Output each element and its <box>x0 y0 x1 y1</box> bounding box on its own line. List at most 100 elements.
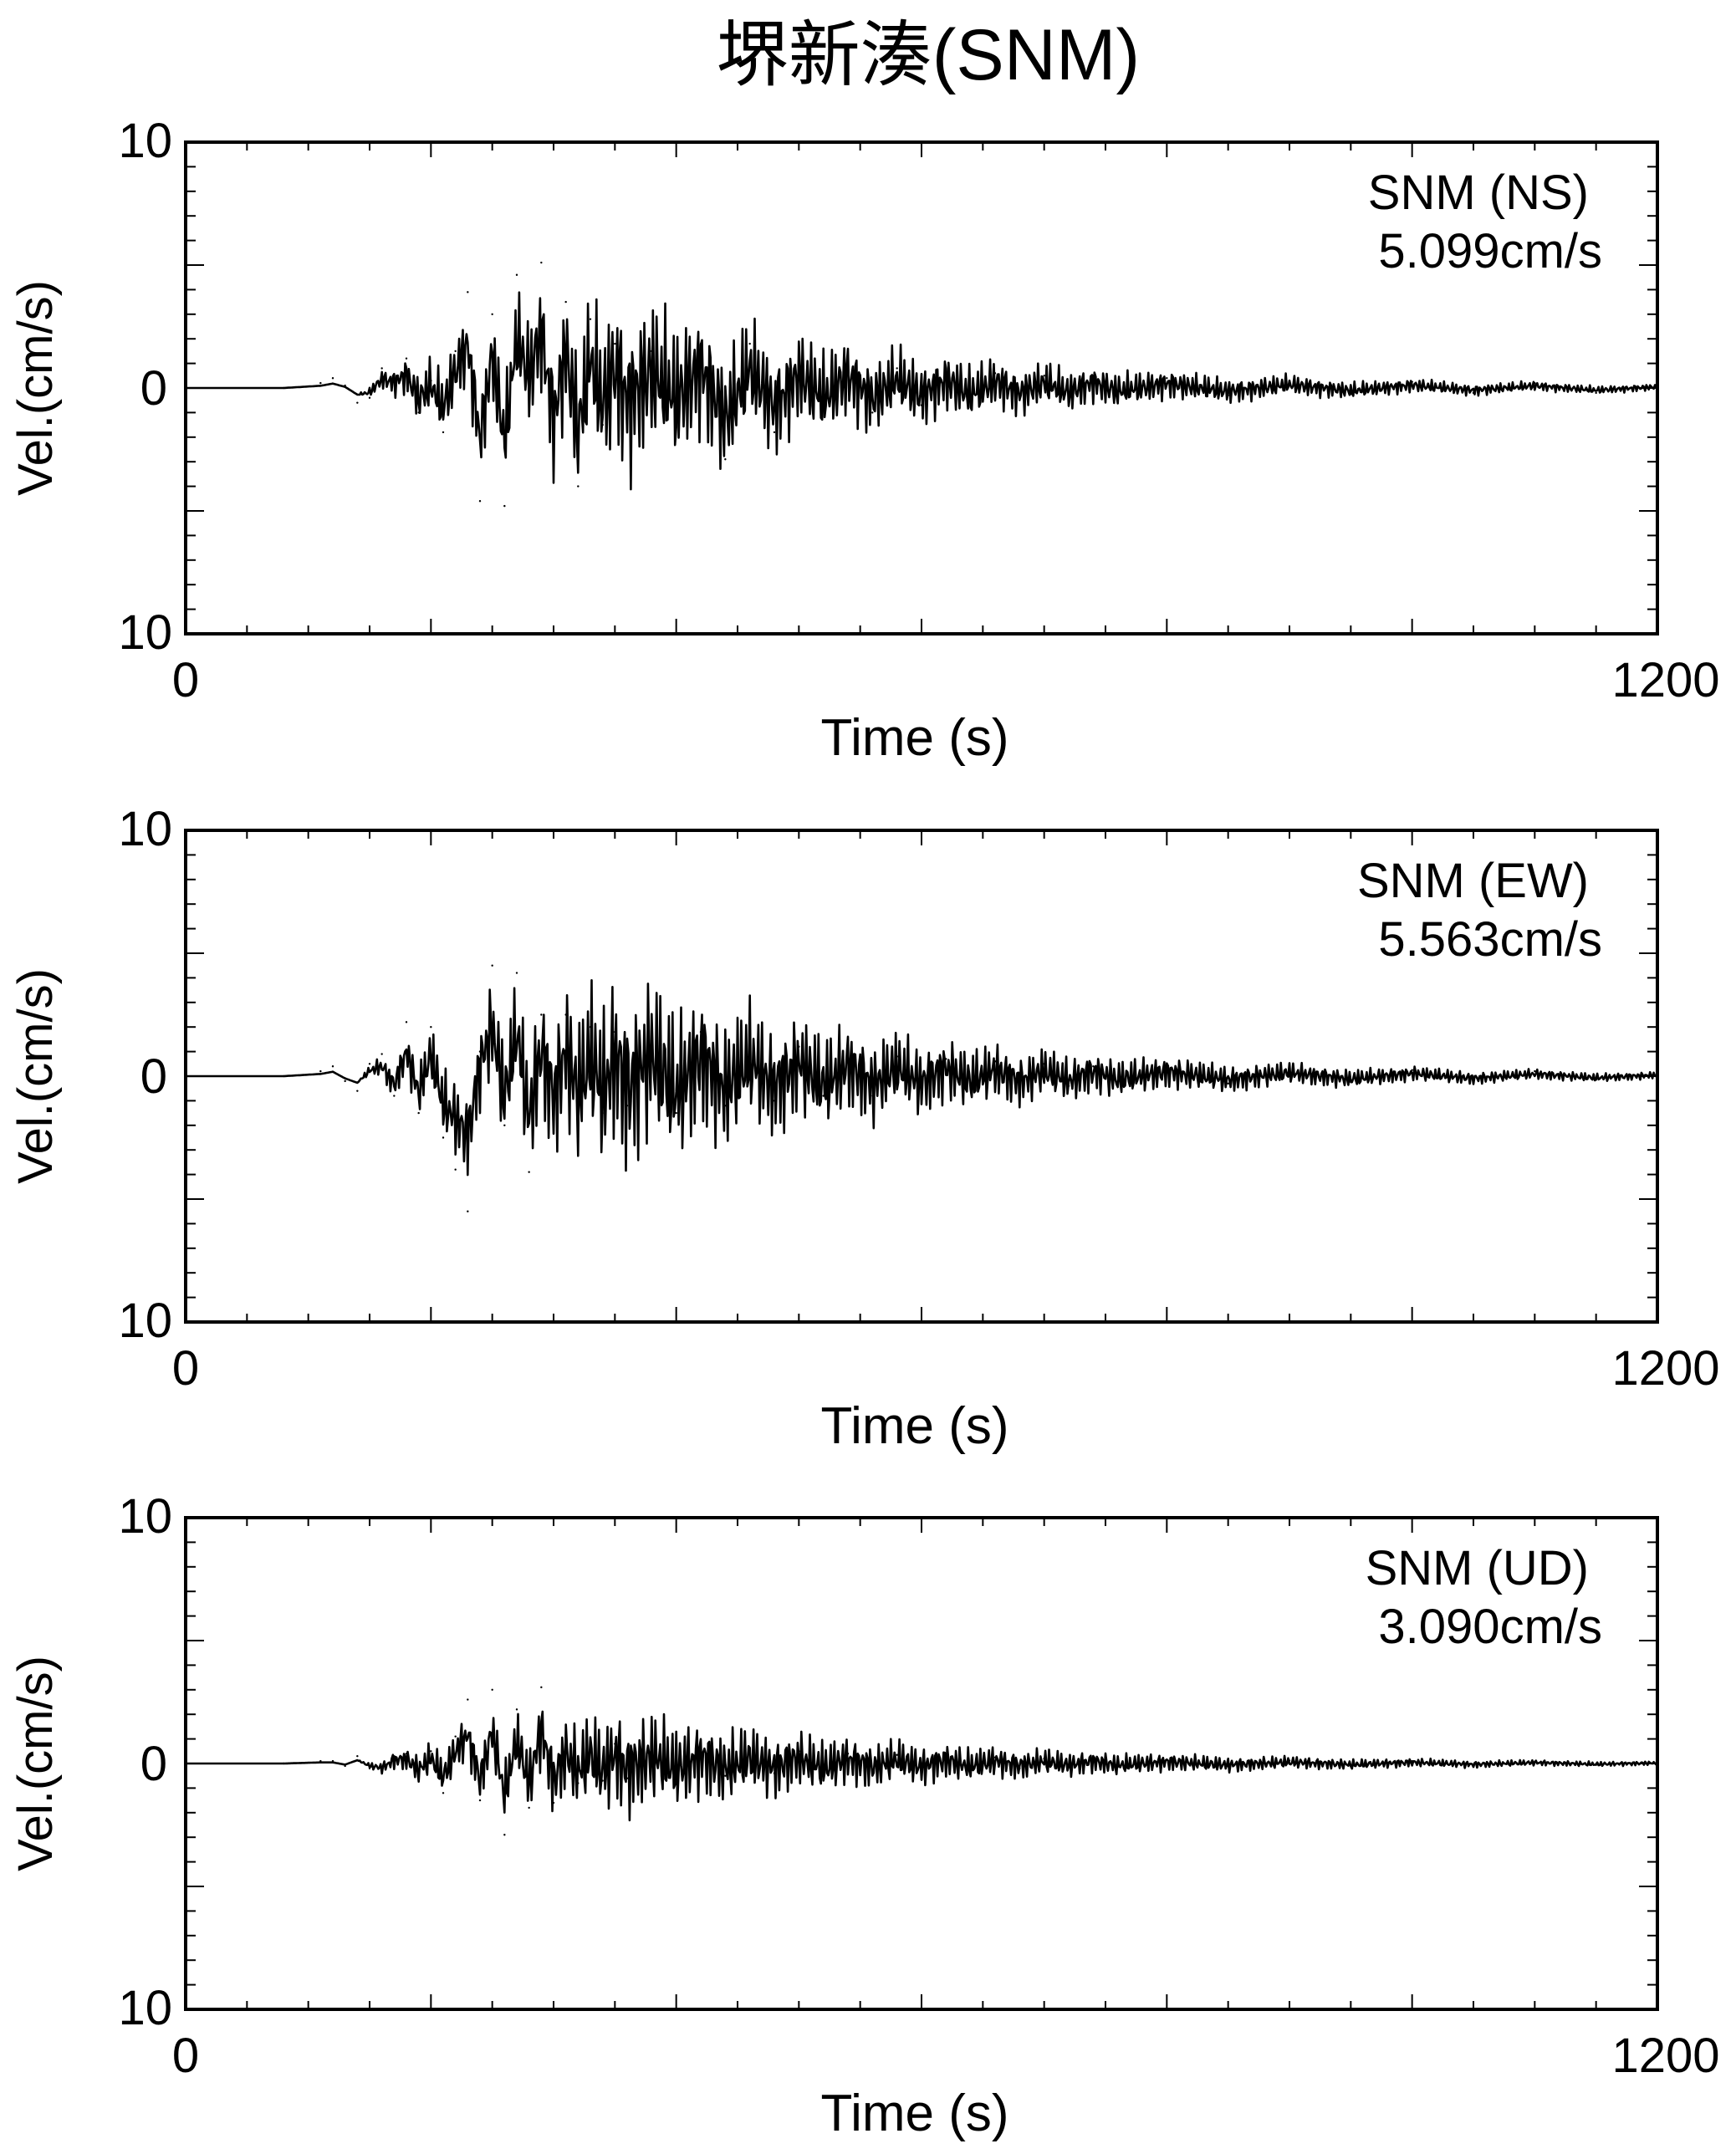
data-point <box>920 1090 923 1092</box>
data-point <box>1092 375 1095 377</box>
velocity-trace <box>186 1710 1659 1822</box>
data-point <box>467 1210 469 1212</box>
data-point <box>1656 1761 1659 1764</box>
data-point <box>773 1772 776 1774</box>
data-point <box>442 431 445 434</box>
data-point <box>651 350 653 353</box>
data-point <box>405 1021 408 1023</box>
component-label: SNM (NS) <box>1368 166 1589 220</box>
y-axis-label: Vel.(cm/s) <box>8 1656 63 1871</box>
data-point <box>467 1698 469 1701</box>
data-point <box>1534 381 1536 385</box>
data-point <box>442 1792 445 1794</box>
data-point <box>1656 1072 1659 1075</box>
data-point <box>625 1105 629 1107</box>
data-point <box>356 401 359 404</box>
data-point <box>699 1030 702 1034</box>
data-point <box>699 342 702 345</box>
data-point <box>1166 1758 1168 1761</box>
peak-velocity-label: 5.099cm/s <box>1378 224 1602 278</box>
data-point <box>651 1745 653 1748</box>
data-point <box>417 411 420 414</box>
data-point <box>491 313 493 315</box>
data-point <box>625 1777 629 1779</box>
data-point <box>1116 1766 1119 1769</box>
data-point <box>540 261 543 264</box>
data-point <box>552 1124 555 1127</box>
data-point <box>491 964 493 967</box>
data-point <box>1227 1082 1229 1085</box>
data-point <box>1288 379 1291 382</box>
velocity-trace <box>186 979 1659 1177</box>
data-point <box>871 1095 874 1097</box>
data-point <box>945 370 947 372</box>
data-point <box>601 423 604 426</box>
component-label: SNM (UD) <box>1366 1541 1589 1595</box>
data-point <box>675 411 677 414</box>
data-point <box>871 1769 874 1773</box>
y-tick-label-top: 10 <box>118 114 172 168</box>
y-tick-label-zero: 0 <box>140 361 167 416</box>
data-point <box>1411 380 1413 383</box>
data-point <box>393 375 396 377</box>
component-label: SNM (EW) <box>1357 854 1589 908</box>
data-point <box>1288 1759 1291 1762</box>
data-point <box>454 350 457 353</box>
y-axis-label: Vel.(cm/s) <box>8 968 63 1184</box>
data-point <box>993 372 997 375</box>
y-tick-label-zero: 0 <box>140 1049 167 1104</box>
x-tick-label-left: 0 <box>172 1341 199 1396</box>
data-point <box>798 1045 800 1048</box>
data-point <box>319 1069 322 1073</box>
x-axis-label: Time (s) <box>821 709 1009 767</box>
data-point <box>1019 399 1021 401</box>
data-point <box>331 1759 334 1763</box>
data-point <box>430 1026 432 1029</box>
data-point <box>1019 1087 1021 1090</box>
data-point <box>430 1750 432 1753</box>
data-point <box>380 1053 383 1055</box>
x-axis-label: Time (s) <box>821 2085 1009 2142</box>
y-axis-label: Vel.(cm/s) <box>8 280 63 496</box>
data-point <box>540 1686 543 1689</box>
data-point <box>503 504 506 508</box>
data-point <box>1019 1767 1021 1770</box>
data-point <box>1411 1069 1413 1071</box>
data-point <box>454 1168 457 1171</box>
data-point <box>945 1754 947 1758</box>
data-point <box>896 367 898 370</box>
data-point <box>368 396 371 399</box>
data-point <box>822 1772 825 1774</box>
data-point <box>969 401 972 404</box>
data-point <box>651 1026 653 1029</box>
data-point <box>993 1060 997 1063</box>
data-point <box>846 1050 850 1053</box>
data-point <box>969 1769 972 1771</box>
data-point <box>1166 1065 1168 1068</box>
data-point <box>564 1013 567 1016</box>
data-point <box>724 458 727 461</box>
data-point <box>589 1026 592 1029</box>
data-point <box>478 1050 482 1053</box>
data-point <box>1043 1063 1045 1065</box>
data-point <box>969 1087 972 1090</box>
data-point <box>773 1100 776 1102</box>
data-point <box>846 1753 850 1755</box>
data-point <box>467 291 469 293</box>
y-tick-label-top: 10 <box>118 802 172 856</box>
data-point <box>1472 1080 1475 1083</box>
data-point <box>515 1708 518 1711</box>
data-point <box>454 1735 457 1738</box>
data-point <box>1043 1757 1045 1760</box>
peak-velocity-label: 5.563cm/s <box>1378 912 1602 967</box>
data-point <box>601 1111 604 1115</box>
data-point <box>675 1111 677 1115</box>
data-point <box>577 1782 580 1784</box>
data-point <box>896 1753 898 1756</box>
data-point <box>798 357 800 360</box>
data-point <box>368 1063 371 1065</box>
data-point <box>773 431 776 434</box>
data-point <box>748 1038 751 1041</box>
data-point <box>993 1756 997 1758</box>
